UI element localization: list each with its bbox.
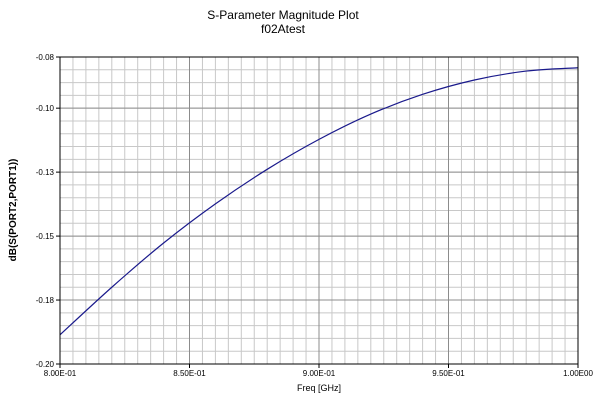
y-tick-label: -0.15 bbox=[36, 232, 55, 241]
x-axis-ticks: 8.00E-01 8.50E-01 9.00E-01 9.50E-01 1.00E00 bbox=[44, 364, 593, 378]
series-layer bbox=[59, 67, 579, 336]
x-tick-label: 9.50E-01 bbox=[432, 369, 465, 378]
y-tick-label: -0.20 bbox=[36, 360, 55, 369]
y-tick-label: -0.10 bbox=[36, 104, 55, 113]
chart-title: S-Parameter Magnitude Plot bbox=[207, 8, 359, 22]
x-tick-label: 9.00E-01 bbox=[303, 369, 336, 378]
y-axis-label: dB(S(PORT2,PORT1)) bbox=[8, 159, 19, 262]
y-tick-label: -0.18 bbox=[36, 296, 55, 305]
y-tick-label: -0.08 bbox=[36, 53, 55, 62]
x-tick-label: 1.00E00 bbox=[563, 369, 593, 378]
chart-subtitle: f02Atest bbox=[261, 22, 306, 36]
x-tick-label: 8.00E-01 bbox=[44, 369, 77, 378]
y-axis-ticks: -0.08 -0.10 -0.13 -0.15 -0.18 -0.20 bbox=[36, 53, 60, 369]
x-axis-label: Freq [GHz] bbox=[297, 383, 341, 393]
x-tick-label: 8.50E-01 bbox=[173, 369, 206, 378]
y-tick-label: -0.13 bbox=[36, 168, 55, 177]
series-line bbox=[59, 67, 579, 336]
